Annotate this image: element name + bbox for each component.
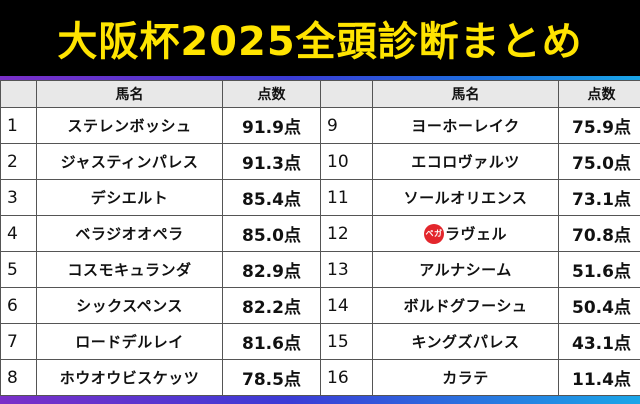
score-table-wrap: 馬名 点数 馬名 点数 1 ステレンボッシュ 91.9点 9 ヨーホーレイク 7… — [0, 80, 640, 396]
header-score-left: 点数 — [222, 80, 321, 108]
horse-score: 75.0点 — [558, 143, 640, 180]
horse-score: 70.8点 — [558, 215, 640, 252]
page-title: 大阪杯2025全頭診断まとめ — [57, 19, 583, 65]
horse-score: 91.3点 — [222, 143, 321, 180]
horse-score: 82.9点 — [222, 251, 321, 288]
bottom-gradient-strip — [0, 396, 640, 404]
horse-name: ロードデルレイ — [36, 323, 223, 360]
header-number-left — [0, 80, 37, 108]
horse-number: 7 — [0, 323, 37, 360]
horse-number: 11 — [320, 179, 373, 216]
horse-name: エコロヴァルツ — [372, 143, 559, 180]
horse-number: 9 — [320, 107, 373, 144]
horse-score: 78.5点 — [222, 359, 321, 396]
table-row: 4 ベラジオオペラ 85.0点 12 ペガ ラヴェル 70.8点 — [0, 215, 640, 252]
horse-number: 14 — [320, 287, 373, 324]
horse-number: 12 — [320, 215, 373, 252]
horse-name: ホウオウビスケッツ — [36, 359, 223, 396]
horse-score: 75.9点 — [558, 107, 640, 144]
horse-number: 15 — [320, 323, 373, 360]
title-bar: 大阪杯2025全頭診断まとめ — [0, 0, 640, 76]
horse-score: 81.6点 — [222, 323, 321, 360]
horse-name: ステレンボッシュ — [36, 107, 223, 144]
horse-score: 11.4点 — [558, 359, 640, 396]
horse-score: 82.2点 — [222, 287, 321, 324]
pegasus-logo: ペガ — [423, 224, 444, 245]
horse-name: カラテ — [372, 359, 559, 396]
horse-number: 3 — [0, 179, 37, 216]
horse-number: 10 — [320, 143, 373, 180]
horse-number: 4 — [0, 215, 37, 252]
horse-number: 2 — [0, 143, 37, 180]
horse-name-text: ラヴェル — [444, 224, 507, 243]
horse-name: ペガ ラヴェル — [372, 215, 559, 252]
horse-score: 50.4点 — [558, 287, 640, 324]
table-row: 6 シックスペンス 82.2点 14 ボルドグフーシュ 50.4点 — [0, 287, 640, 324]
table-row: 2 ジャスティンパレス 91.3点 10 エコロヴァルツ 75.0点 — [0, 143, 640, 180]
header-score-right: 点数 — [558, 80, 640, 108]
horse-name: ヨーホーレイク — [372, 107, 559, 144]
horse-number: 13 — [320, 251, 373, 288]
score-table: 馬名 点数 馬名 点数 1 ステレンボッシュ 91.9点 9 ヨーホーレイク 7… — [0, 80, 640, 396]
table-row: 5 コスモキュランダ 82.9点 13 アルナシーム 51.6点 — [0, 251, 640, 288]
header-row: 馬名 点数 馬名 点数 — [0, 80, 640, 108]
header-name-right: 馬名 — [372, 80, 559, 108]
horse-score: 73.1点 — [558, 179, 640, 216]
horse-score: 85.0点 — [222, 215, 321, 252]
horse-name: キングズパレス — [372, 323, 559, 360]
horse-name: シックスペンス — [36, 287, 223, 324]
horse-name: ベラジオオペラ — [36, 215, 223, 252]
horse-score: 91.9点 — [222, 107, 321, 144]
horse-name: コスモキュランダ — [36, 251, 223, 288]
table-row: 3 デシエルト 85.4点 11 ソールオリエンス 73.1点 — [0, 179, 640, 216]
horse-number: 8 — [0, 359, 37, 396]
horse-name: ボルドグフーシュ — [372, 287, 559, 324]
table-row: 7 ロードデルレイ 81.6点 15 キングズパレス 43.1点 — [0, 323, 640, 360]
horse-score: 51.6点 — [558, 251, 640, 288]
table-row: 1 ステレンボッシュ 91.9点 9 ヨーホーレイク 75.9点 — [0, 107, 640, 144]
horse-number: 6 — [0, 287, 37, 324]
horse-name: ソールオリエンス — [372, 179, 559, 216]
table-row: 8 ホウオウビスケッツ 78.5点 16 カラテ 11.4点 — [0, 359, 640, 396]
horse-name: デシエルト — [36, 179, 223, 216]
horse-number: 1 — [0, 107, 37, 144]
header-name-left: 馬名 — [36, 80, 223, 108]
header-number-right — [320, 80, 373, 108]
horse-number: 16 — [320, 359, 373, 396]
horse-number: 5 — [0, 251, 37, 288]
horse-name: ジャスティンパレス — [36, 143, 223, 180]
horse-score: 43.1点 — [558, 323, 640, 360]
horse-score: 85.4点 — [222, 179, 321, 216]
horse-name: アルナシーム — [372, 251, 559, 288]
